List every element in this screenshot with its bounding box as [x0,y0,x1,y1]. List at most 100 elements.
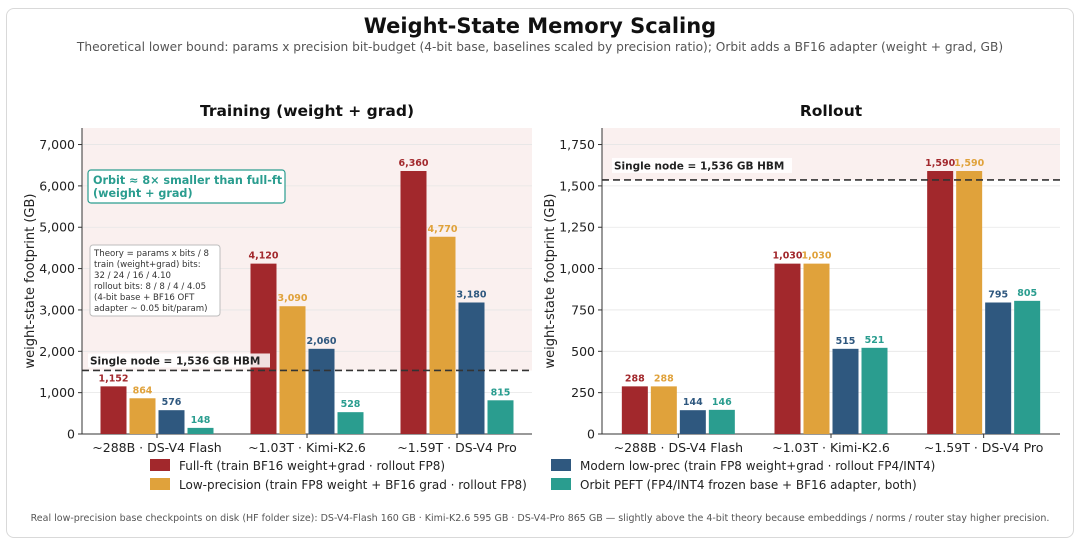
data-label-orbit_peft: 815 [491,387,511,398]
legend-label-modern_low_prec: Modern low-prec (train FP8 weight+grad ·… [580,459,935,473]
theory-note-line: (4-bit base + BF16 OFT [94,293,195,303]
bar-modern_low_prec [158,410,185,434]
x-tick-label: ~1.59T · DS-V4 Pro [924,440,1044,455]
theory-note-box [89,244,221,317]
theory-note-line: rollout bits: 8 / 8 / 4 / 4.05 [94,282,206,292]
x-tick-label: ~288B · DS-V4 Flash [92,440,221,455]
data-label-orbit_peft: 528 [341,399,361,410]
chart-panel-2: 0 250 500 750 1,000 1,250 1,500 1,750 Rollout wei… [543,102,1060,455]
y-tick-label: 6,000 [39,178,75,193]
hline-label-bg [612,157,792,173]
data-label-low_precision: 288 [654,373,674,384]
bar-orbit_peft [187,427,214,434]
y-tick-label: 1,000 [39,385,75,400]
hline-label: Single node = 1,536 GB HBM [90,355,260,367]
y-tick-label: 4,000 [39,261,75,276]
legend-label-orbit_peft: Orbit PEFT (FP4/INT4 frozen base + BF16 … [580,478,917,492]
data-label-modern_low_prec: 3,180 [456,290,486,301]
legend: Full-ft (train BF16 weight+grad · rollou… [150,459,935,492]
data-label-modern_low_prec: 2,060 [306,336,336,347]
bar-full_ft [250,263,277,434]
data-label-full_ft: 6,360 [398,158,428,169]
data-label-modern_low_prec: 795 [988,290,1008,301]
data-label-orbit_peft: 521 [865,335,885,346]
x-tick-label: ~1.59T · DS-V4 Pro [397,440,517,455]
legend-swatch-full_ft [150,459,170,471]
bar-full_ft [621,386,648,434]
x-tick-label: ~1.03T · Kimi-K2.6 [772,440,890,455]
orbit-note-line: (weight + grad) [93,187,193,200]
data-label-low_precision: 864 [133,385,153,396]
x-tick-label: ~288B · DS-V4 Flash [614,440,743,455]
theory-note-line: 32 / 24 / 16 / 4.10 [94,271,171,281]
bar-full_ft [100,386,127,434]
data-label-full_ft: 1,152 [98,373,128,384]
bar-modern_low_prec [985,302,1012,434]
data-label-modern_low_prec: 144 [683,397,703,408]
bar-low_precision [650,386,677,434]
legend-swatch-modern_low_prec [551,459,571,471]
y-tick-label: 3,000 [39,302,75,317]
bar-modern_low_prec [679,410,706,434]
data-label-modern_low_prec: 515 [836,336,856,347]
y-tick-label: 1,750 [559,137,595,152]
data-label-modern_low_prec: 576 [162,397,182,408]
data-label-orbit_peft: 805 [1017,288,1037,299]
panel-title: Rollout [800,102,863,120]
bar-full_ft [774,263,801,434]
legend-swatch-orbit_peft [551,478,571,490]
y-tick-label: 2,000 [39,344,75,359]
y-axis-label: weight-state footprint (GB) [543,194,558,369]
figure-subtitle: Theoretical lower bound: params x precis… [76,40,1004,54]
bar-orbit_peft [487,400,514,434]
y-tick-label: 0 [67,427,75,442]
data-label-full_ft: 1,590 [925,158,955,169]
y-tick-label: 500 [571,344,595,359]
y-tick-label: 1,000 [559,261,595,276]
legend-label-full_ft: Full-ft (train BF16 weight+grad · rollou… [179,459,445,473]
hline-label: Single node = 1,536 GB HBM [614,160,784,172]
data-label-orbit_peft: 148 [191,415,211,426]
figure-title: Weight-State Memory Scaling [363,14,717,38]
x-tick-label: ~1.03T · Kimi-K2.6 [248,440,366,455]
bar-full_ft [927,171,954,434]
data-label-low_precision: 1,030 [801,251,831,262]
bar-modern_low_prec [458,302,485,434]
bar-modern_low_prec [832,348,859,434]
legend-label-low_precision: Low-precision (train FP8 weight + BF16 g… [179,478,527,492]
y-tick-label: 1,250 [559,220,595,235]
bar-low_precision [803,263,830,434]
bar-orbit_peft [861,347,888,434]
theory-note-line: train (weight+grad) bits: [94,260,201,270]
theory-note-line: Theory = params x bits / 8 [93,249,209,259]
bar-low_precision [429,236,456,434]
data-label-low_precision: 4,770 [427,224,457,235]
bar-full_ft [400,171,427,434]
theory-note-line: adapter ~ 0.05 bit/param) [94,304,208,314]
data-label-low_precision: 3,090 [277,293,307,304]
y-tick-label: 1,500 [559,178,595,193]
chart-panel-1: 0 1,000 2,000 3,000 4,000 5,000 6,000 7,000 Trai… [23,102,532,455]
bar-orbit_peft [1014,300,1041,434]
orbit-note-box [87,169,286,204]
data-label-low_precision: 1,590 [954,158,984,169]
hline-label-bg [88,353,270,368]
data-label-orbit_peft: 146 [712,397,732,408]
orbit-note-line: Orbit ≈ 8× smaller than full-ft [93,174,283,187]
panel-title: Training (weight + grad) [200,102,414,120]
bar-low_precision [956,171,983,434]
y-tick-label: 0 [587,427,595,442]
legend-swatch-low_precision [150,478,170,490]
bar-orbit_peft [708,409,735,434]
bar-modern_low_prec [308,348,335,434]
y-tick-label: 7,000 [39,137,75,152]
figure-footer: Real low-precision base checkpoints on d… [30,513,1050,524]
data-label-full_ft: 288 [625,373,645,384]
y-tick-label: 750 [571,302,595,317]
bar-low_precision [129,398,156,434]
y-axis-label: weight-state footprint (GB) [23,194,38,369]
bar-orbit_peft [337,412,364,434]
y-tick-label: 5,000 [39,220,75,235]
y-tick-label: 250 [571,385,595,400]
